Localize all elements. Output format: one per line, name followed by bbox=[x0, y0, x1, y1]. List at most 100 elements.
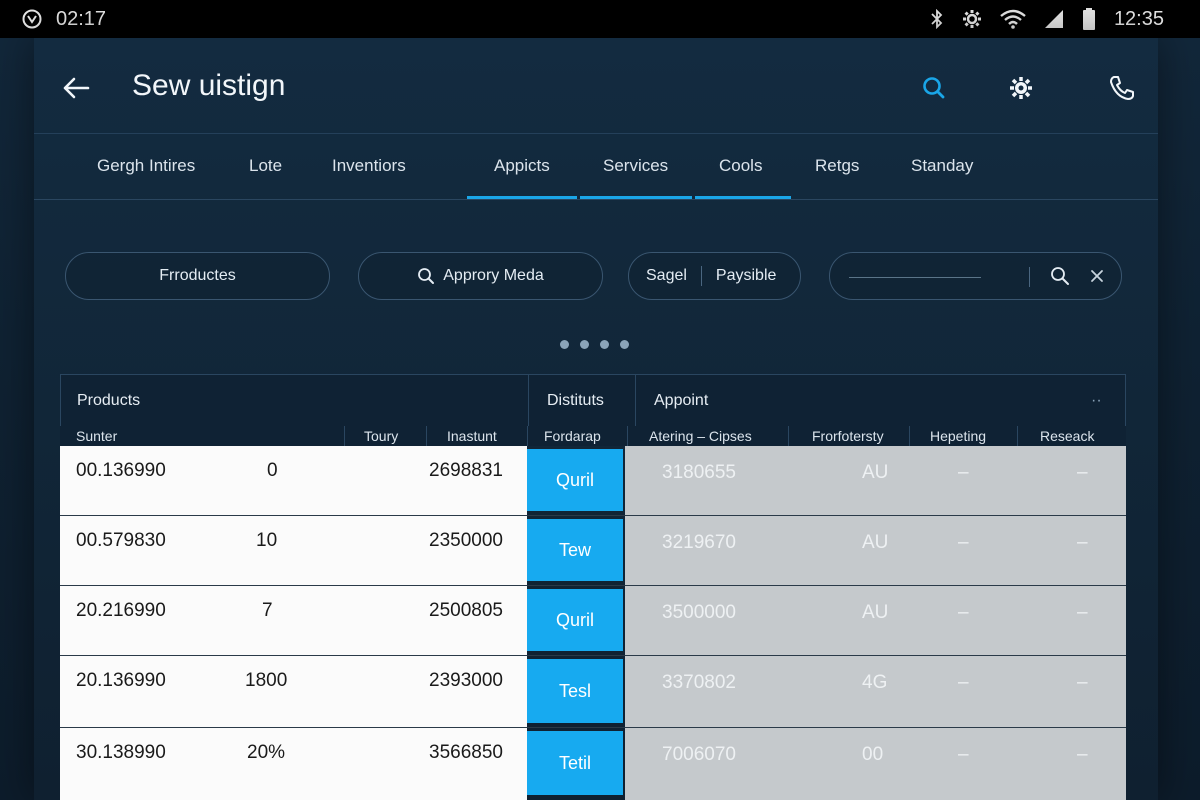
tab-underline-appicts bbox=[467, 196, 577, 199]
column-divider bbox=[627, 426, 628, 446]
app-logo-icon bbox=[22, 9, 42, 29]
segmented-filter-chip: Sagel Paysible bbox=[628, 252, 801, 300]
row-white-cells: 30.138990 20% 3566850 bbox=[60, 728, 527, 800]
fordarap-button[interactable]: Tew bbox=[527, 519, 623, 581]
tab-retgs[interactable]: Retgs bbox=[815, 156, 860, 175]
cell-hepeting: – bbox=[958, 602, 969, 623]
cell-hepeting: – bbox=[958, 672, 969, 693]
cell-sunter: 00.579830 bbox=[76, 530, 166, 551]
search-icon[interactable] bbox=[914, 68, 954, 108]
tab-cools[interactable]: Cools bbox=[719, 156, 763, 175]
more-options-icon[interactable]: ·· bbox=[1091, 392, 1102, 409]
page-dot[interactable] bbox=[600, 340, 609, 349]
settings-gear-icon bbox=[962, 9, 982, 29]
cell-reseack: – bbox=[1077, 532, 1088, 553]
column-header[interactable]: Inastunt bbox=[447, 428, 497, 444]
column-header[interactable]: Atering – Cipses bbox=[649, 428, 752, 444]
text-search-field[interactable] bbox=[829, 252, 1122, 300]
tab-services[interactable]: Services bbox=[603, 156, 669, 175]
page-dot[interactable] bbox=[580, 340, 589, 349]
products-filter-chip[interactable]: Frroductes bbox=[65, 252, 330, 300]
fordarap-button[interactable]: Tesl bbox=[527, 659, 623, 723]
cell-reseack: – bbox=[1077, 462, 1088, 483]
cell-toury: 10 bbox=[256, 530, 278, 551]
cell-toury: 0 bbox=[267, 460, 278, 481]
search-icon bbox=[417, 267, 435, 285]
page-dot[interactable] bbox=[620, 340, 629, 349]
fordarap-button[interactable]: Quril bbox=[527, 449, 623, 511]
search-icon[interactable] bbox=[1050, 266, 1070, 286]
cell-inastunt: 2350000 bbox=[429, 530, 503, 551]
table-row[interactable]: 30.138990 20% 3566850 Tetil 7006070 00 –… bbox=[60, 728, 1126, 800]
cell-toury: 7 bbox=[262, 600, 273, 621]
tab-underline-services bbox=[580, 196, 692, 199]
table-row[interactable]: 20.136990 1800 2393000 Tesl 3370802 4G –… bbox=[60, 656, 1126, 728]
page-dot[interactable] bbox=[560, 340, 569, 349]
table-row[interactable]: 20.216990 7 2500805 Quril 3500000 AU – – bbox=[60, 586, 1126, 656]
app-window: Sew uistign Gergh Intires Lote Inventior… bbox=[0, 38, 1200, 800]
wifi-icon bbox=[1000, 9, 1026, 29]
cell-reseack: – bbox=[1077, 672, 1088, 693]
cell-inastunt: 2500805 bbox=[429, 600, 503, 621]
column-header[interactable]: Sunter bbox=[76, 428, 118, 444]
tab-inventiors[interactable]: Inventiors bbox=[332, 156, 406, 175]
table-row[interactable]: 00.136990 0 2698831 Quril 3180655 AU – – bbox=[60, 446, 1126, 516]
cell-frorf: 4G bbox=[862, 672, 888, 693]
cell-hepeting: – bbox=[958, 744, 969, 765]
back-arrow-icon[interactable] bbox=[56, 68, 96, 108]
paysible-option[interactable]: Paysible bbox=[715, 267, 777, 284]
tab-underline-cools bbox=[695, 196, 791, 199]
search-filter-label: Approry Meda bbox=[443, 267, 544, 284]
tab-appicts[interactable]: Appicts bbox=[494, 156, 550, 175]
row-grey-cells: 3500000 AU – – bbox=[625, 586, 1126, 655]
cell-atering: 7006070 bbox=[662, 744, 736, 765]
cell-sunter: 20.216990 bbox=[76, 600, 166, 621]
column-divider bbox=[527, 426, 528, 446]
sagel-option[interactable]: Sagel bbox=[646, 267, 687, 284]
row-white-cells: 20.136990 1800 2393000 bbox=[60, 656, 527, 727]
clear-icon[interactable] bbox=[1090, 269, 1104, 283]
cell-frorf: AU bbox=[862, 532, 889, 553]
gear-icon[interactable] bbox=[1001, 68, 1041, 108]
cell-hepeting: – bbox=[958, 532, 969, 553]
fordarap-button[interactable]: Quril bbox=[527, 589, 623, 651]
column-header[interactable]: Fordarap bbox=[544, 428, 601, 444]
column-header[interactable]: Hepeting bbox=[930, 428, 987, 444]
table-group-header: Products Distituts Appoint ·· bbox=[60, 374, 1126, 427]
phone-icon[interactable] bbox=[1102, 68, 1142, 108]
search-filter-chip[interactable]: Approry Meda bbox=[358, 252, 603, 300]
products-filter-label: Frroductes bbox=[159, 267, 236, 284]
data-table: Products Distituts Appoint ·· Sunter Tou… bbox=[60, 374, 1126, 800]
signal-icon bbox=[1044, 9, 1064, 29]
status-time-left: 02:17 bbox=[56, 7, 107, 30]
cell-reseack: – bbox=[1077, 602, 1088, 623]
status-bar: 02:17 12:35 bbox=[0, 0, 1200, 38]
cell-toury: 1800 bbox=[245, 670, 288, 691]
main-panel: Sew uistign Gergh Intires Lote Inventior… bbox=[34, 38, 1158, 800]
column-divider bbox=[344, 426, 345, 446]
search-input-line[interactable] bbox=[849, 277, 981, 278]
table-column-header: Sunter Toury Inastunt Fordarap Atering –… bbox=[60, 426, 1126, 446]
column-header[interactable]: Frorfotersty bbox=[812, 428, 884, 444]
group-header-products: Products bbox=[77, 392, 141, 409]
row-grey-cells: 3370802 4G – – bbox=[625, 656, 1126, 727]
tab-lote[interactable]: Lote bbox=[249, 156, 283, 175]
row-grey-cells: 7006070 00 – – bbox=[625, 728, 1126, 800]
column-header[interactable]: Reseack bbox=[1040, 428, 1095, 444]
tab-gergh-intires[interactable]: Gergh Intires bbox=[97, 156, 196, 175]
cell-toury: 20% bbox=[247, 742, 286, 763]
cell-inastunt: 2698831 bbox=[429, 460, 503, 481]
group-header-distituts: Distituts bbox=[547, 392, 604, 409]
tab-standay[interactable]: Standay bbox=[911, 156, 974, 175]
header-divider bbox=[528, 375, 529, 427]
fordarap-button[interactable]: Tetil bbox=[527, 731, 623, 795]
cell-atering: 3180655 bbox=[662, 462, 736, 483]
table-row[interactable]: 00.579830 10 2350000 Tew 3219670 AU – – bbox=[60, 516, 1126, 586]
bluetooth-icon bbox=[930, 9, 944, 29]
cell-inastunt: 3566850 bbox=[429, 742, 503, 763]
cell-hepeting: – bbox=[958, 462, 969, 483]
cell-atering: 3370802 bbox=[662, 672, 736, 693]
column-header[interactable]: Toury bbox=[364, 428, 399, 444]
status-time-right: 12:35 bbox=[1113, 7, 1164, 30]
segment-divider bbox=[700, 266, 702, 286]
